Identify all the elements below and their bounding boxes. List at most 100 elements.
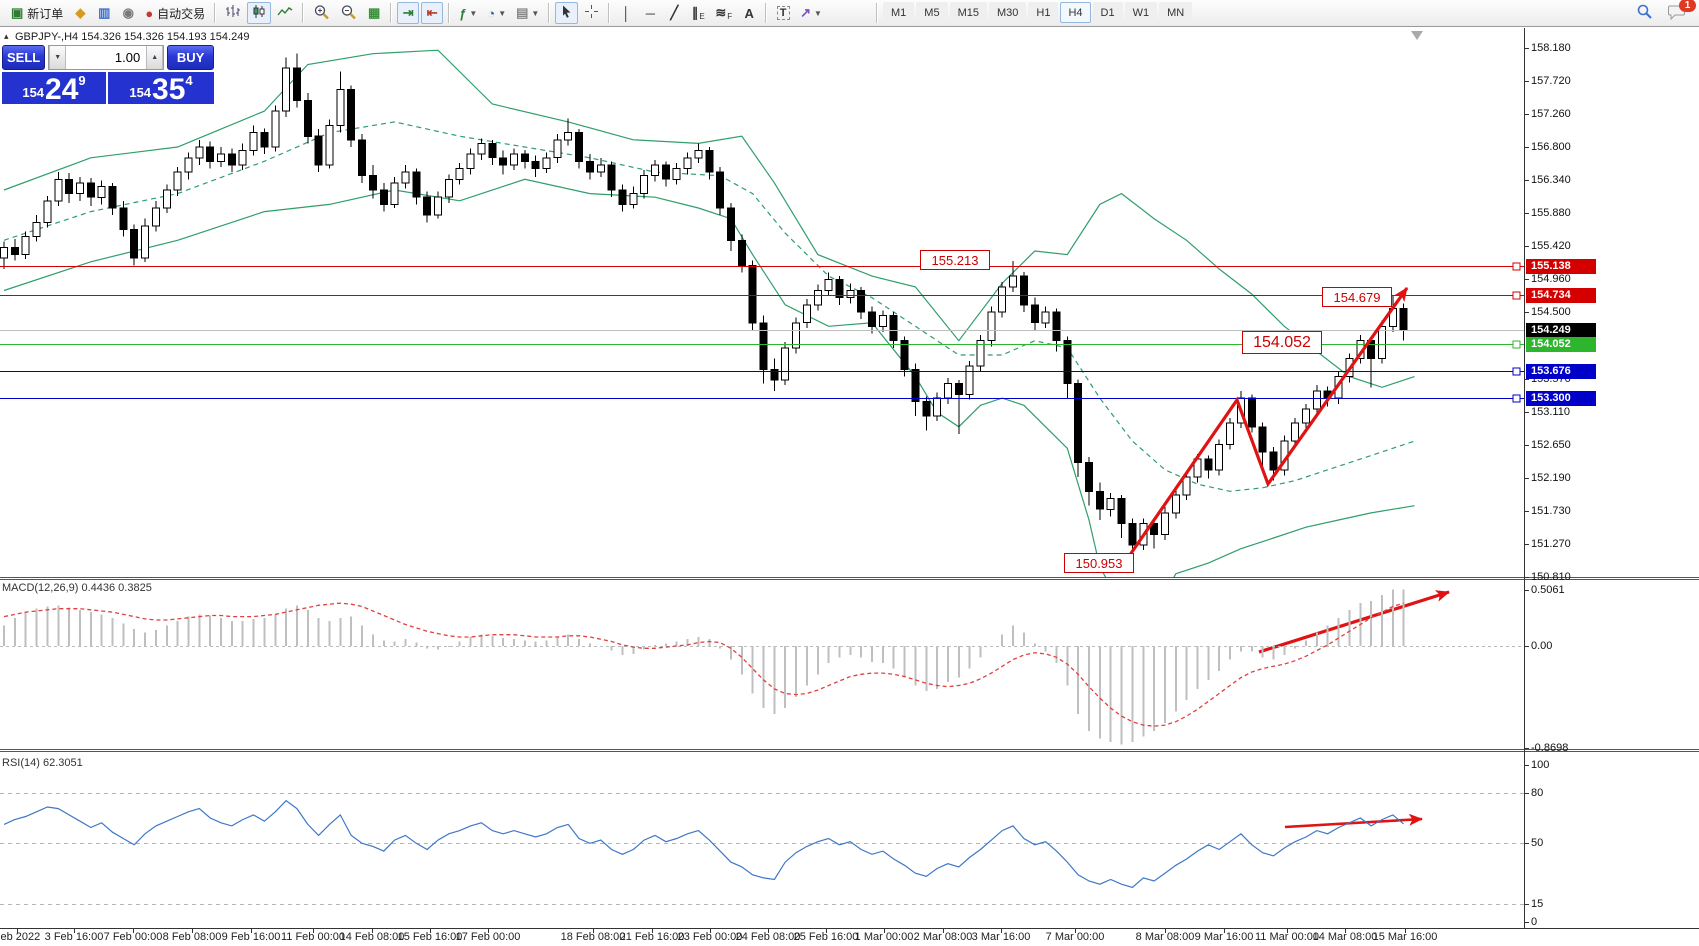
timeframe-m5-button[interactable]: M5 [916,2,948,23]
chevron-down-icon: ▼ [531,8,540,18]
horizontal-line-button[interactable]: ─ [639,2,661,24]
zoom-in-button[interactable] [309,2,334,24]
price-tag[interactable]: 153.676 [1526,364,1596,379]
text-button[interactable]: A [738,2,760,24]
toolbar-separator [448,3,451,23]
price-axis-label: 151.270 [1531,538,1571,550]
time-axis-label: 9 Mar 16:00 [1194,931,1254,943]
auto-scroll-icon: ⇥ [402,5,414,20]
notification-badge: 1 [1679,0,1696,12]
rsi-indicator-label: RSI(14) 62.3051 [2,757,83,769]
periods-icon: ◔ [487,5,496,21]
chart-shift-marker-icon [1411,31,1423,40]
text-label-button[interactable]: T [772,2,794,24]
trend-arrows[interactable] [1123,287,1450,829]
timeframe-h4-button[interactable]: H4 [1060,2,1091,23]
price-tag[interactable]: 154.249 [1526,323,1596,338]
market-watch-button[interactable]: ▥ [93,2,115,24]
sell-button[interactable]: SELL [2,45,46,70]
notifications-button[interactable]: 1 [1664,0,1696,24]
time-axis-label: 11 Feb 00:00 [280,931,345,943]
fibonacci-button[interactable]: ≋ F [711,2,736,24]
data-window-button[interactable]: ◉ [117,2,139,24]
timeframe-h1-button[interactable]: H1 [1028,2,1059,23]
time-axis-label: 18 Feb 08:00 [560,931,626,943]
price-axis-label: 156.340 [1531,174,1571,186]
vertical-line-button[interactable]: │ [615,2,637,24]
trendline-icon: ╱ [670,5,679,20]
price-annotation[interactable]: 155.213 [920,250,990,270]
tile-windows-button[interactable]: ▦ [363,2,385,24]
time-axis-label: 7 Mar 00:00 [1045,931,1105,943]
buy-price[interactable]: 154 35 4 [108,72,214,106]
price-tag[interactable]: 155.138 [1526,259,1596,274]
autotrading-icon: ● [145,5,154,21]
trendline-button[interactable]: ╱ [663,2,685,24]
price-axis-label: 152.650 [1531,439,1571,451]
arrows-button[interactable]: ↗ ▼ [796,2,826,24]
data-window-icon: ◉ [122,5,134,20]
indicators-button[interactable]: ƒ ▼ [455,2,481,24]
crosshair-icon [584,4,599,22]
volume-input[interactable] [66,46,147,69]
time-axis-label: 9 Feb 16:00 [221,931,281,943]
buy-price-big: 35 [152,73,186,106]
equidistant-channel-button[interactable]: ∥ E [687,2,709,24]
time-axis-label: 14 Mar 08:00 [1312,931,1378,943]
time-axis-label: 24 Feb 08:00 [735,931,801,943]
equidistant-channel-icon: ∥ [691,5,699,20]
new-order-button-label: 新订单 [27,6,64,21]
new-order-button[interactable]: ▣ 新订单 [7,2,67,24]
new-order-icon: ▣ [11,5,24,20]
icon-subscript: F [727,11,733,21]
price-tag[interactable]: 154.734 [1526,288,1596,303]
templates-button[interactable]: ▤ ▼ [512,2,543,24]
panel-separators[interactable] [0,28,1699,929]
line-chart-button[interactable] [273,2,297,24]
time-axis-label: 11 Mar 00:00 [1254,931,1319,943]
chart-symbol-icon: ▴ [4,31,9,41]
timeframe-mn-button[interactable]: MN [1159,2,1193,23]
autotrading-button-label: 自动交易 [157,6,206,21]
price-annotation[interactable]: 150.953 [1064,553,1134,573]
toolbar-separator [876,2,878,23]
horizontal-level-lines[interactable] [0,262,1524,403]
price-axis-label: 153.110 [1531,406,1570,418]
toolbar-separator [390,3,393,23]
price-tag[interactable]: 154.052 [1526,337,1596,352]
buy-button[interactable]: BUY [167,45,214,70]
timeframe-m30-button[interactable]: M30 [988,2,1027,23]
candlestick-chart-button[interactable] [247,2,272,24]
sell-price-pip: 9 [78,73,86,88]
price-annotation[interactable]: 154.052 [1242,331,1322,354]
timeframe-m1-button[interactable]: M1 [883,2,915,23]
chart-profile-button[interactable]: ◆ [69,2,91,24]
time-axis-label: 21 Feb 16:00 [619,931,685,943]
crosshair-button[interactable] [580,2,603,24]
toolbar-separator [302,3,305,23]
autotrading-button[interactable]: ● 自动交易 [141,2,209,24]
price-annotation[interactable]: 154.679 [1322,287,1392,307]
sell-price[interactable]: 154 24 9 [2,72,106,105]
timeframe-m15-button[interactable]: M15 [949,2,987,23]
zoom-out-button[interactable] [336,2,361,24]
axis-ticks [17,48,1529,933]
price-tag[interactable]: 153.300 [1526,391,1596,406]
toolbar-separator [608,3,611,23]
volume-increase-button[interactable]: ▲ [146,46,164,69]
periods-button[interactable]: ◔ ▼ [483,2,510,24]
time-axis-label: Feb 2022 [0,931,41,943]
time-axis-label: 3 Feb 16:00 [44,931,104,943]
time-axis-label: 25 Feb 16:00 [793,931,859,943]
chart-shift-button[interactable]: ⇤ [421,2,444,24]
buy-price-prefix: 154 [129,85,152,100]
timeframe-d1-button[interactable]: D1 [1092,2,1123,23]
volume-decrease-button[interactable]: ▼ [49,46,67,69]
search-button[interactable] [1632,2,1657,24]
timeframe-w1-button[interactable]: W1 [1124,2,1158,23]
price-axis-label: 157.260 [1531,108,1571,120]
cursor-button[interactable] [555,2,579,24]
bar-chart-button[interactable] [221,2,245,24]
auto-scroll-button[interactable]: ⇥ [397,2,420,24]
